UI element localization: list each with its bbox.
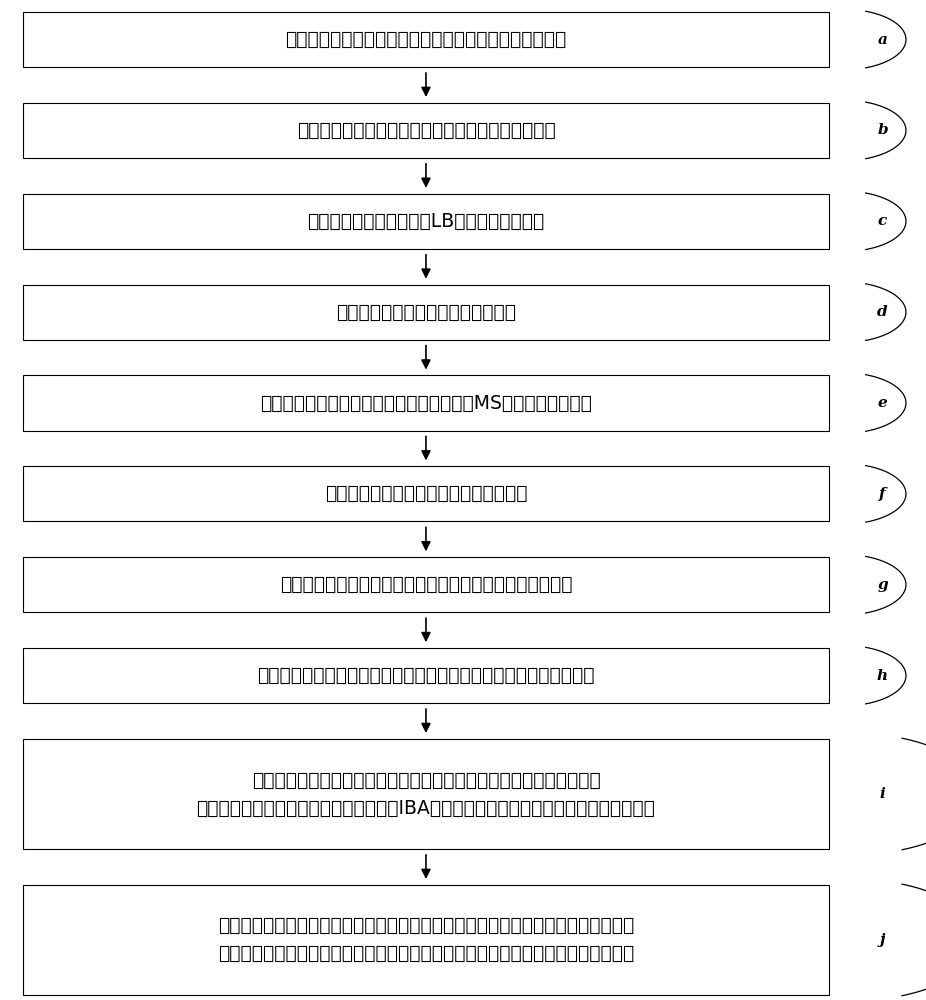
Text: f: f (879, 487, 886, 501)
Bar (23, 103, 829, 158)
Bar (23, 375, 829, 431)
Bar (23, 285, 829, 340)
Text: g: g (877, 578, 888, 592)
Text: 将共培养过后的叶片转移至含有潮霉素的第二固体培养基上光照培养: 将共培养过后的叶片转移至含有潮霉素的第二固体培养基上光照培养 (257, 666, 594, 685)
Text: b: b (877, 123, 888, 137)
Text: a: a (878, 33, 887, 47)
Text: e: e (878, 396, 887, 410)
Bar (23, 466, 829, 521)
Bar (23, 648, 829, 703)
Text: 将带质粒的农杆菌接种于LB液体培养基中培养: 将带质粒的农杆菌接种于LB液体培养基中培养 (307, 212, 544, 231)
Text: 将去除表面菌液的叶盘置于新的第一固体培养基上黑暗培养: 将去除表面菌液的叶盘置于新的第一固体培养基上黑暗培养 (280, 575, 572, 594)
Text: h: h (877, 669, 888, 683)
Bar (23, 739, 829, 849)
Text: 将叶盘放置于不含潮霉素的第一固体培养基上预培养: 将叶盘放置于不含潮霉素的第一固体培养基上预培养 (296, 121, 556, 140)
Text: c: c (878, 214, 887, 228)
Text: i: i (880, 787, 885, 801)
Bar (23, 12, 829, 67)
Text: d: d (877, 305, 888, 319)
Text: 取出侵染后的叶盘并去除表面残余的菌液: 取出侵染后的叶盘并去除表面残余的菌液 (325, 484, 527, 503)
Bar (23, 557, 829, 612)
Text: j: j (880, 933, 885, 947)
Text: 从农杆菌菌液中收集菌体以便于侵染: 从农杆菌菌液中收集菌体以便于侵染 (336, 303, 516, 322)
Text: 将生根后的丹参组培苗转移至中高瓶进行培养，促进植株生长，初期在含有潮霉素的
第五培养基上继续进行筛选培养，后期继代培养时采用不含抗生素的培养基进行培养: 将生根后的丹参组培苗转移至中高瓶进行培养，促进植株生长，初期在含有潮霉素的 第五… (218, 916, 634, 963)
Text: 取丹参组培苗的叶片，将叶片去除叶片边缘后剪切成叶盘: 取丹参组培苗的叶片，将叶片去除叶片边缘后剪切成叶盘 (285, 30, 567, 49)
Bar (23, 885, 829, 995)
Text: 将预培养过后的丹参叶片放入含有农杆菌的MS培养基中进行侵染: 将预培养过后的丹参叶片放入含有农杆菌的MS培养基中进行侵染 (260, 393, 592, 412)
Text: 将成功分化出的小芽转移至含有潮霉素的第三固体培养基上继续培养，
待叶片长得较大时再转移至含有潮霉素和IBA的第四固体培养基上诱导生根和促进植株生长: 将成功分化出的小芽转移至含有潮霉素的第三固体培养基上继续培养， 待叶片长得较大时… (196, 770, 656, 817)
Bar (23, 194, 829, 249)
